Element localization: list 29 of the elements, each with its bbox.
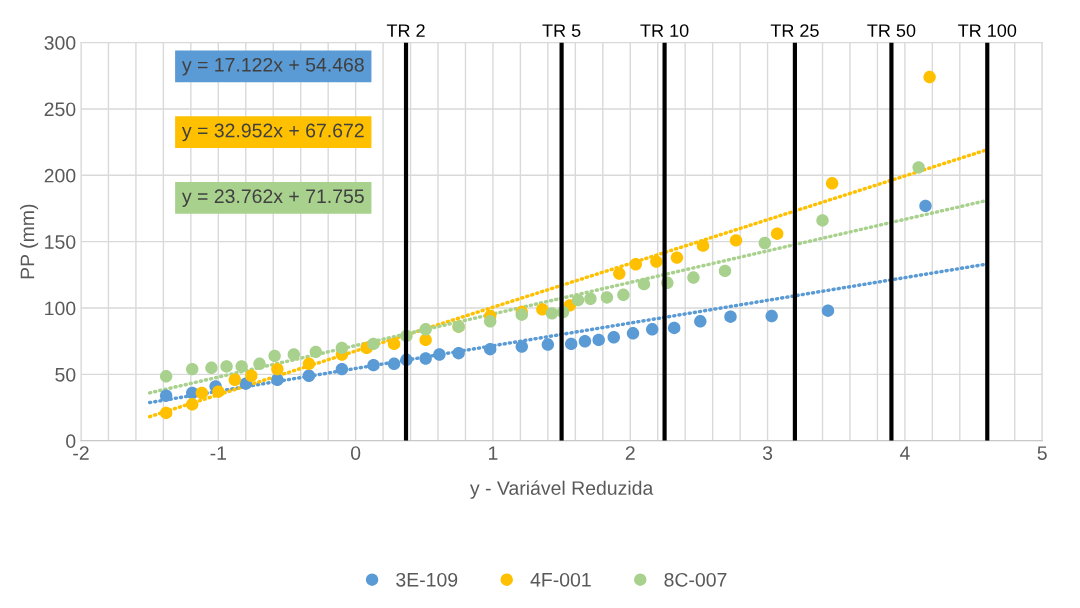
annotation: y = 32.952x + 67.672	[181, 123, 364, 142]
y-tick-label: 50	[55, 367, 76, 382]
ref-line-label: TR 5	[542, 24, 581, 37]
legend-label: 8C-007	[664, 572, 727, 587]
legend-label: 3E-109	[396, 572, 458, 587]
y-tick-label: 0	[66, 434, 76, 449]
x-tick-label: 2	[625, 446, 635, 460]
x-tick-label: -2	[73, 446, 89, 460]
y-tick-label: 250	[44, 102, 76, 117]
ref-line-label: TR 10	[640, 24, 689, 37]
ref-line-label: TR 25	[770, 24, 819, 37]
ref-line-label: TR 100	[958, 24, 1017, 37]
y-tick-label: 100	[45, 301, 76, 316]
x-tick-label: 1	[489, 446, 498, 460]
x-tick-label: 0	[350, 446, 361, 460]
y-tick-label: 200	[44, 168, 76, 183]
x-tick-label: 3	[762, 446, 773, 460]
y-tick-label: 300	[44, 36, 76, 50]
ref-line-label: TR 2	[386, 24, 425, 37]
x-axis-title: y - Variável Reduzida	[469, 480, 654, 499]
x-tick-label: -1	[210, 446, 227, 460]
annotation: y = 23.762x + 71.755	[181, 189, 364, 207]
y-tick-label: 150	[45, 235, 76, 249]
x-tick-label: 4	[899, 446, 910, 460]
annotation: y = 17.122x + 54.468	[181, 57, 364, 76]
x-tick-label: 5	[1037, 446, 1047, 460]
legend-label: 4F-001	[530, 572, 591, 587]
ref-line-label: TR 50	[867, 24, 916, 37]
y-axis-title: PP (mm)	[20, 204, 39, 279]
